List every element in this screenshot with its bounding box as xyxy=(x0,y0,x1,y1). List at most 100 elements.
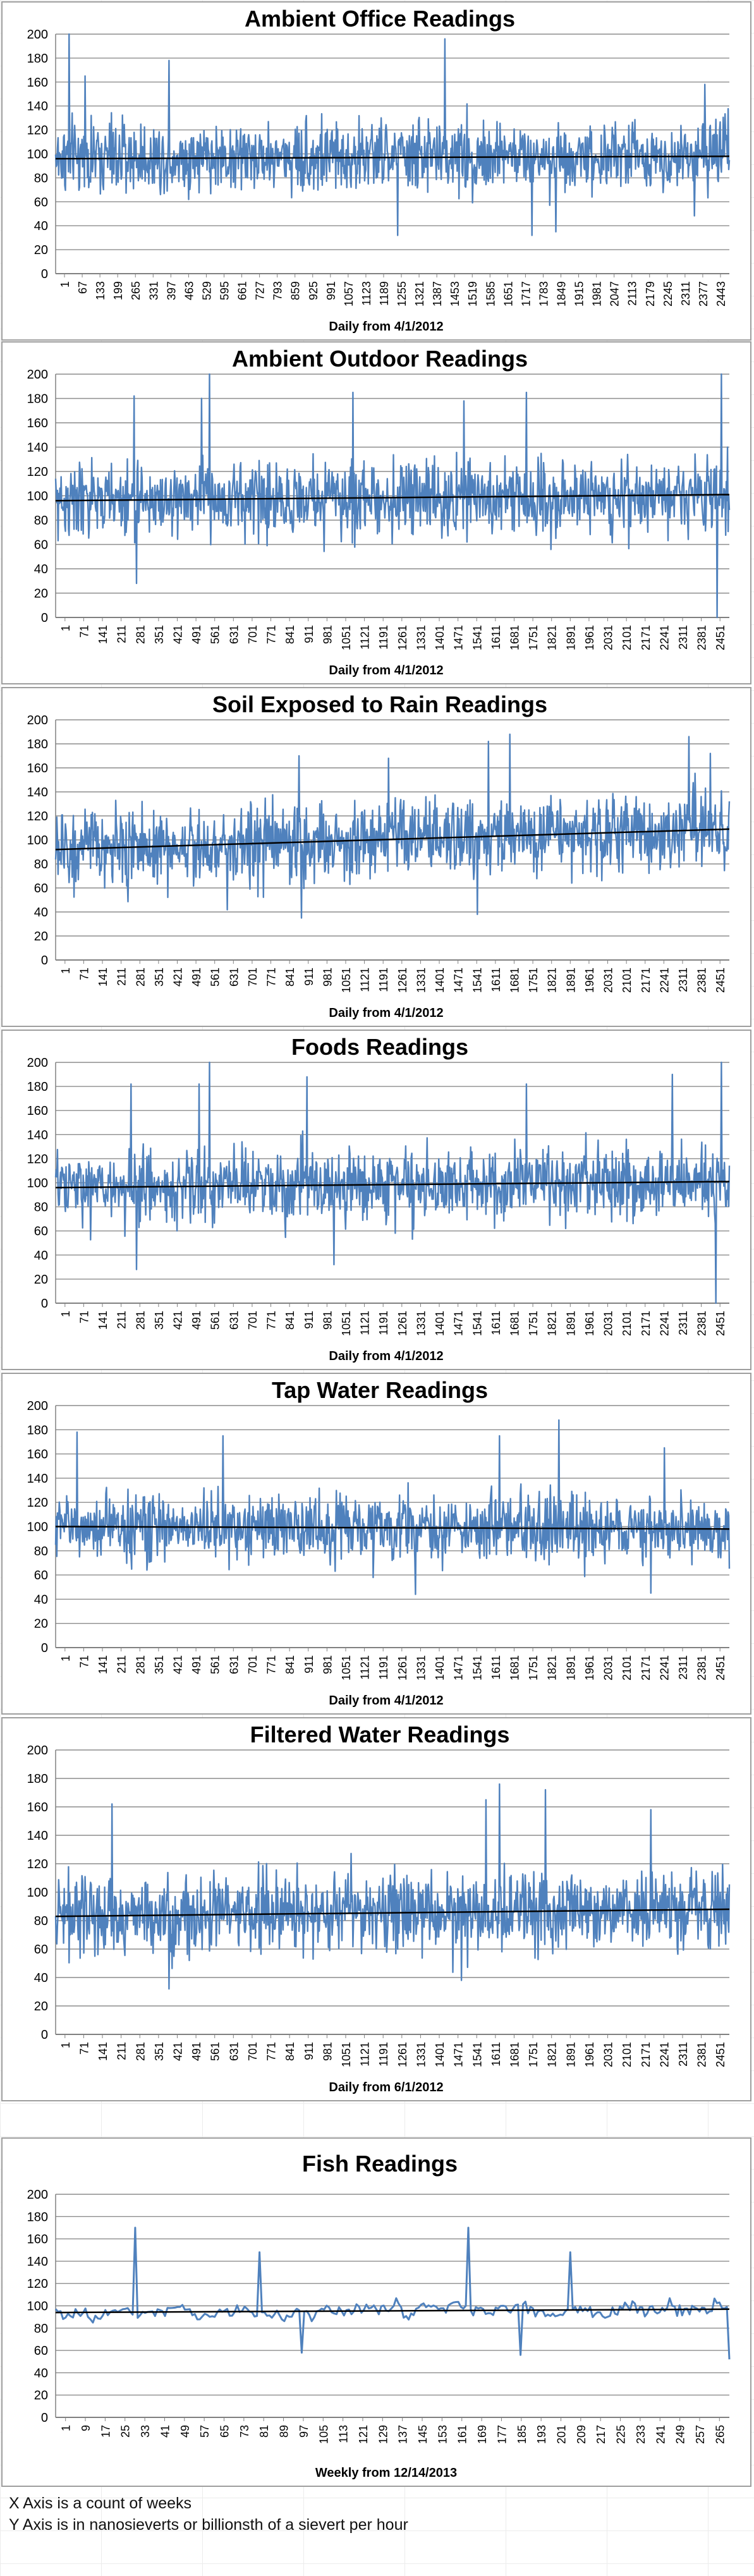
series-line xyxy=(54,2227,731,2360)
x-tick-label: 1717 xyxy=(520,281,532,307)
y-tick-label: 60 xyxy=(34,1225,48,1239)
x-tick-label: 1541 xyxy=(471,1311,483,1336)
x-tick-label: 1915 xyxy=(573,281,586,307)
x-tick-label: 421 xyxy=(171,2042,184,2061)
x-tick-label: 1261 xyxy=(396,1311,409,1336)
x-tick-label: 1 xyxy=(59,1311,72,1317)
x-tick-label: 2381 xyxy=(696,625,708,650)
x-tick-label: 1681 xyxy=(508,1655,521,1680)
x-tick-label: 911 xyxy=(303,968,315,986)
x-tick-label: 71 xyxy=(78,1311,90,1323)
x-tick-label: 1123 xyxy=(360,281,373,306)
x-tick-label: 71 xyxy=(78,2042,90,2055)
x-tick-label: 1783 xyxy=(537,281,550,307)
y-tick-label: 120 xyxy=(27,2277,48,2291)
x-tick-label: 2381 xyxy=(696,1311,708,1336)
x-tick-label: 1261 xyxy=(396,2042,409,2067)
chart-title: Soil Exposed to Rain Readings xyxy=(212,691,547,717)
x-tick-label: 265 xyxy=(130,281,142,300)
x-tick-label: 57 xyxy=(198,2425,211,2438)
x-tick-label: 421 xyxy=(171,968,184,987)
x-tick-label: 1961 xyxy=(583,1311,596,1336)
x-tick-label: 265 xyxy=(714,2425,726,2444)
x-tick-label: 1331 xyxy=(415,1655,427,1680)
chart-title: Ambient Office Readings xyxy=(245,6,515,32)
chart-panel-5: Tap Water Readings 0 20 40 60 80 100 120 140 160 1… xyxy=(1,1373,751,1715)
x-tick-label: 1121 xyxy=(359,1311,372,1335)
series-line xyxy=(54,1783,731,1990)
x-tick-label: 1331 xyxy=(415,968,427,993)
trendline xyxy=(55,1908,730,1917)
x-tick-label: 217 xyxy=(595,2425,607,2444)
y-tick-label: 0 xyxy=(41,1641,48,1655)
y-tick-label: 80 xyxy=(34,514,48,528)
y-tick-label: 160 xyxy=(27,76,48,90)
x-tick-label: 859 xyxy=(289,281,302,300)
y-tick-label: 160 xyxy=(27,762,48,775)
x-tick-label: 2311 xyxy=(677,1311,690,1335)
y-tick-label: 40 xyxy=(34,2366,48,2380)
x-tick-label: 41 xyxy=(159,2425,171,2438)
x-tick-label: 841 xyxy=(284,1311,296,1330)
x-tick-label: 1471 xyxy=(453,625,465,650)
x-tick-label: 351 xyxy=(153,1311,166,1330)
x-tick-label: 701 xyxy=(246,2042,259,2061)
chart-svg: Tap Water Readings 0 20 40 60 80 100 120 140 160 1… xyxy=(27,1377,731,1708)
x-tick-label: 1611 xyxy=(490,625,502,650)
x-tick-label: 2311 xyxy=(679,281,692,306)
y-tick-label: 100 xyxy=(27,490,48,504)
chart-svg: Ambient Outdoor Readings 0 20 40 60 80 100 120 1… xyxy=(27,346,731,677)
x-tick-label: 281 xyxy=(134,625,147,644)
y-tick-label: 140 xyxy=(27,100,48,114)
x-tick-label: 631 xyxy=(228,1655,240,1674)
x-tick-label: 701 xyxy=(246,968,259,987)
y-tick-label: 60 xyxy=(34,538,48,552)
chart-title: Ambient Outdoor Readings xyxy=(232,346,528,372)
y-tick-label: 120 xyxy=(27,1496,48,1510)
x-tick-label: 1821 xyxy=(546,968,559,993)
y-tick-label: 180 xyxy=(27,2210,48,2224)
x-tick-label: 1891 xyxy=(564,2042,577,2067)
x-tick-label: 1191 xyxy=(377,625,390,650)
x-tick-label: 1051 xyxy=(340,1311,353,1336)
trendline xyxy=(55,1526,730,1530)
y-tick-label: 180 xyxy=(27,1772,48,1786)
x-tick-label: 1891 xyxy=(564,968,577,993)
x-tick-label: 1401 xyxy=(434,625,446,650)
x-tick-label: 1519 xyxy=(466,281,479,307)
chart-svg: Foods Readings 0 20 40 60 80 100 120 140 160 180 20… xyxy=(27,1034,731,1363)
y-tick-label: 80 xyxy=(34,858,48,872)
y-tick-label: 140 xyxy=(27,1128,48,1142)
x-tick-label: 1611 xyxy=(490,1655,502,1680)
y-tick-label: 60 xyxy=(34,1943,48,1957)
x-tick-label: 2101 xyxy=(621,625,633,650)
y-tick-label: 0 xyxy=(41,1297,48,1311)
x-tick-label: 233 xyxy=(635,2425,647,2444)
x-tick-label: 33 xyxy=(139,2425,152,2438)
y-tick-label: 180 xyxy=(27,1423,48,1437)
x-tick-label: 1541 xyxy=(471,1655,483,1680)
x-tick-label: 161 xyxy=(456,2425,469,2444)
x-tick-label: 2377 xyxy=(697,281,710,307)
y-tick-label: 60 xyxy=(34,1569,48,1583)
y-tick-label: 120 xyxy=(27,1857,48,1871)
trendline xyxy=(55,494,730,502)
x-tick-label: 2101 xyxy=(621,1311,633,1336)
y-tick-label: 40 xyxy=(34,219,48,233)
x-tick-label: 1261 xyxy=(396,968,409,993)
x-tick-label: 1849 xyxy=(556,281,568,307)
x-tick-label: 701 xyxy=(246,1655,259,1674)
x-tick-label: 1541 xyxy=(471,625,483,650)
x-tick-label: 2179 xyxy=(644,281,657,307)
x-tick-label: 1191 xyxy=(377,968,390,992)
x-tick-label: 2451 xyxy=(714,625,727,650)
y-tick-label: 100 xyxy=(27,834,48,848)
y-tick-label: 0 xyxy=(41,954,48,968)
x-tick-label: 1961 xyxy=(583,625,596,650)
x-tick-label: 2311 xyxy=(677,1655,690,1680)
x-tick-label: 631 xyxy=(228,2042,240,2061)
x-tick-label: 2381 xyxy=(696,968,708,993)
y-tick-label: 160 xyxy=(27,1801,48,1814)
x-tick-label: 2031 xyxy=(602,625,615,650)
x-tick-label: 491 xyxy=(190,2042,203,2061)
